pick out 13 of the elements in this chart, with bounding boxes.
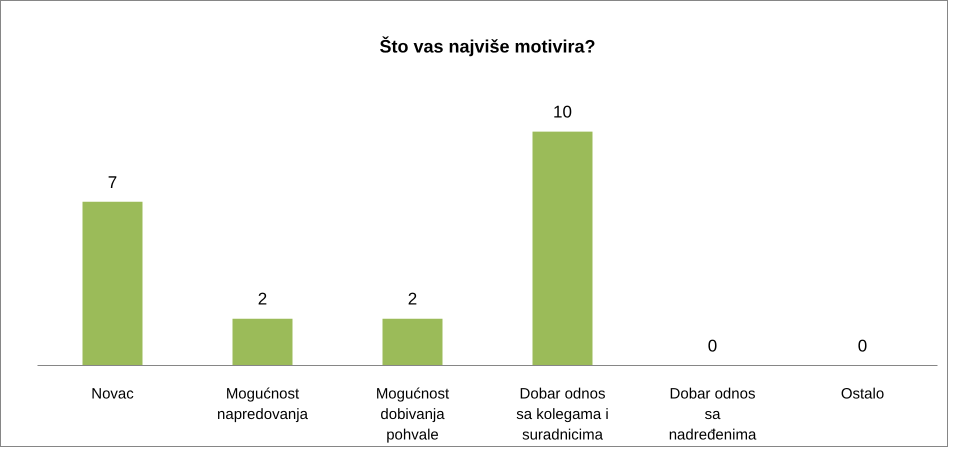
x-tick-label: Novac (91, 386, 134, 402)
data-label: 0 (858, 336, 868, 356)
x-tick-label: Dobar odnos sa nadređenima (668, 386, 757, 444)
data-label: 2 (258, 290, 268, 309)
data-label: 0 (708, 336, 718, 356)
data-label: 10 (553, 102, 572, 122)
x-tick-label: Ostalo (840, 386, 884, 402)
data-label: 2 (408, 290, 418, 309)
x-tick-label: Dobar odnos sa kolegama i suradnicima (516, 386, 609, 444)
data-label: 7 (108, 172, 118, 192)
chart-title: Što vas najviše motivira? (379, 36, 596, 56)
x-tick-label: Mogućnost dobivanja pohvale (376, 386, 450, 444)
x-tick-label: Mogućnost napredovanja (217, 386, 309, 423)
